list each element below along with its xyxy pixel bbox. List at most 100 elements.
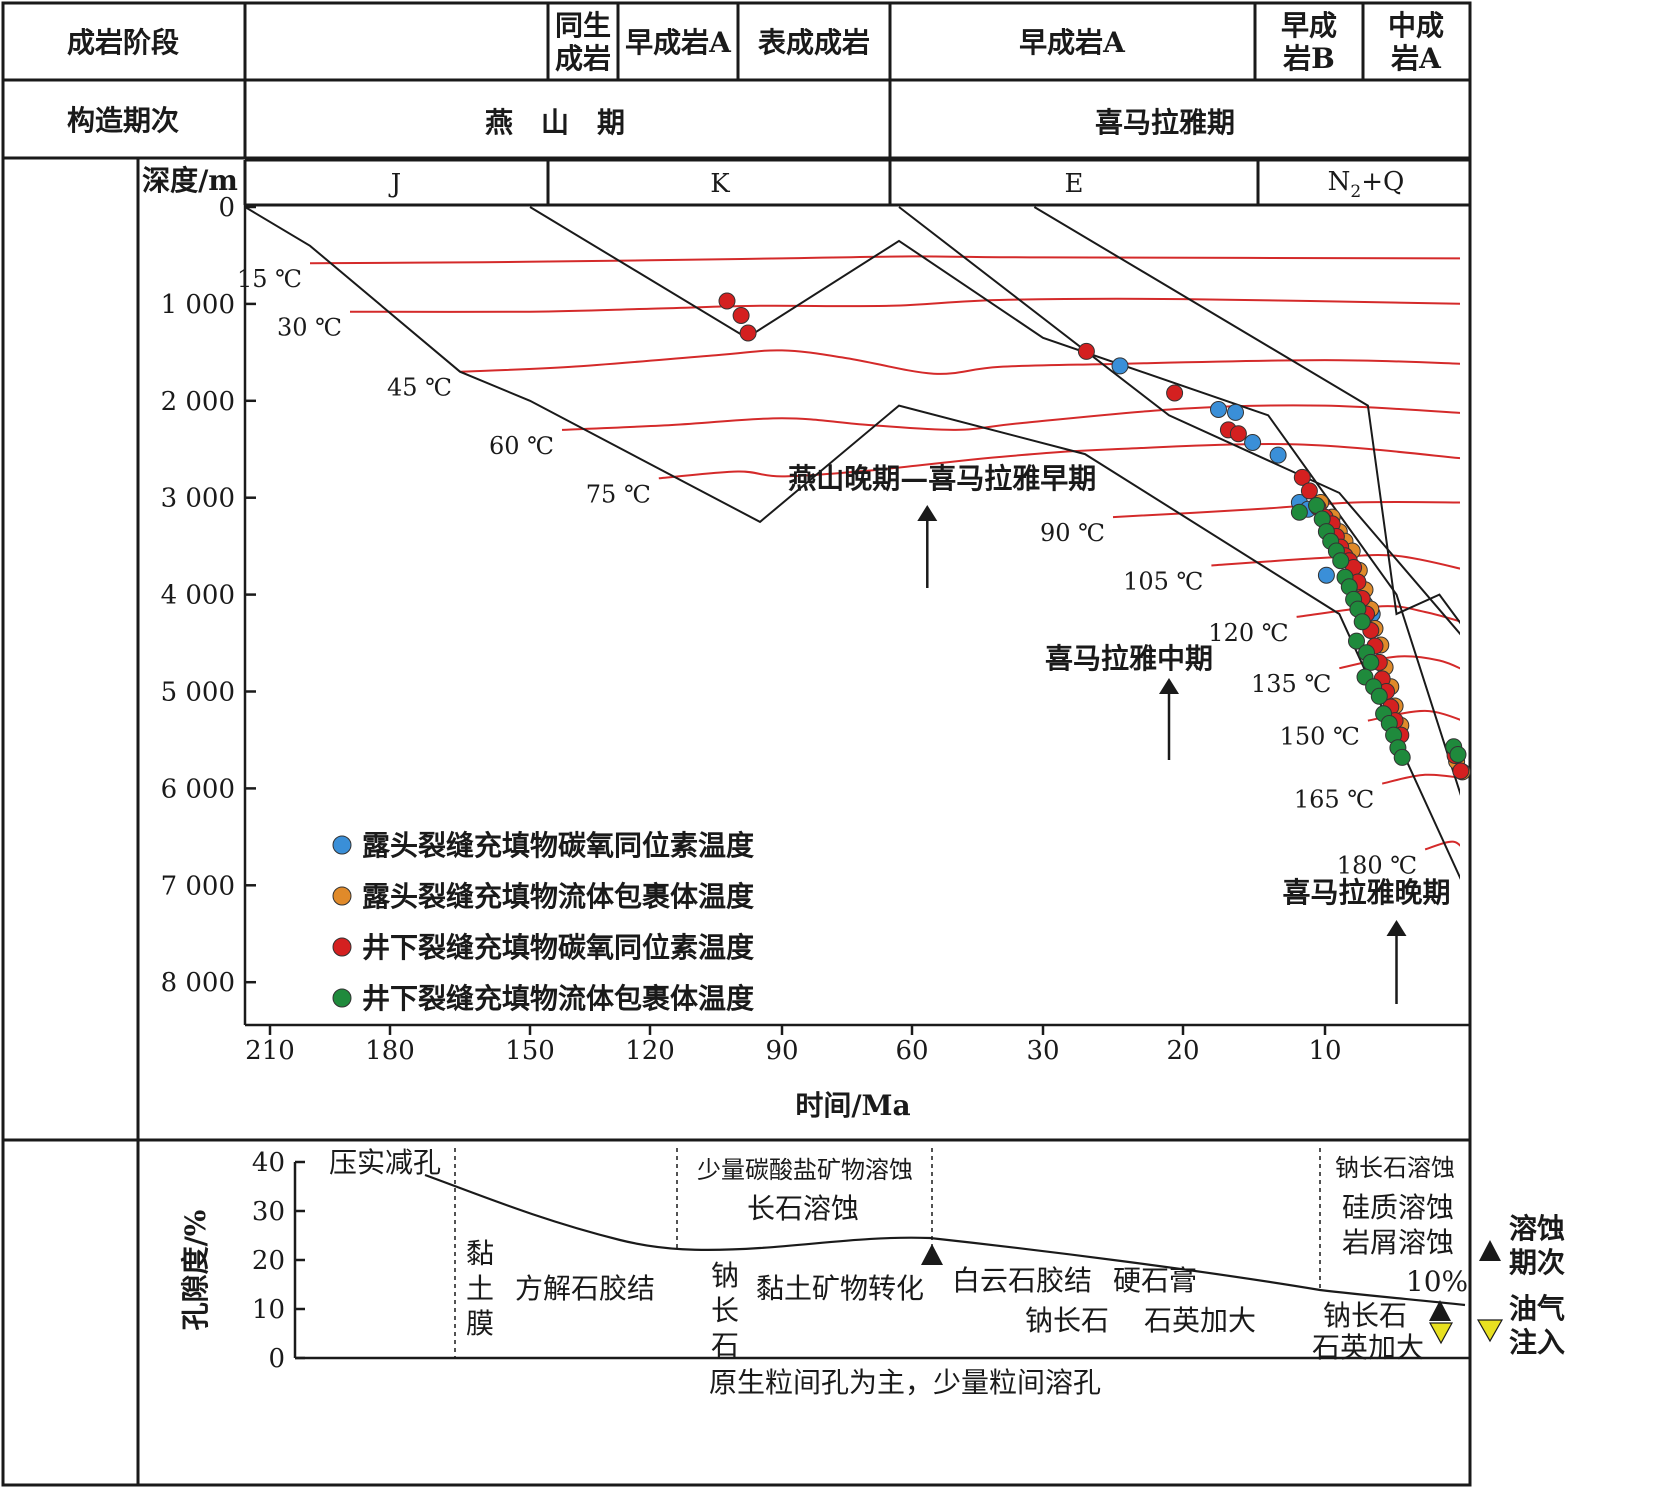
data-point — [1452, 762, 1470, 780]
label-albite-1: 钠长石 — [711, 1259, 739, 1362]
porosity-dividers — [454, 1148, 1321, 1358]
isotherm-label: 30 ℃ — [277, 314, 342, 342]
x-tick-label: 20 — [1166, 1036, 1199, 1066]
data-point — [718, 292, 736, 310]
data-point — [1317, 566, 1335, 584]
x-tick-label: 210 — [245, 1036, 295, 1066]
legend-marker — [332, 886, 352, 906]
period-yanshan: 燕 山 期 — [485, 106, 625, 139]
isotherm-label: 45 ℃ — [387, 374, 452, 402]
y-tick-label: 1 000 — [161, 290, 235, 320]
legend-dissolution-label: 溶蚀期次 — [1509, 1212, 1565, 1279]
x-axis-ticks: 210 180 150 120 90 60 30 20 10 — [245, 1025, 1342, 1066]
isotherm-label: 165 ℃ — [1294, 786, 1374, 814]
data-point — [1449, 746, 1467, 763]
x-tick-label: 150 — [505, 1036, 555, 1066]
label-anhydrite: 硬石膏 — [1113, 1264, 1197, 1297]
label-clay-film: 黏土膜 — [466, 1237, 494, 1340]
isotherm-label: 120 ℃ — [1208, 619, 1288, 647]
data-point — [1227, 403, 1244, 421]
data-point — [732, 307, 750, 324]
stratum-n2q: N2+Q — [1328, 167, 1405, 202]
row2-label: 构造期次 — [67, 104, 179, 137]
isotherm-label: 90 ℃ — [1040, 519, 1105, 547]
porosity-axes — [293, 1162, 1470, 1360]
data-point — [1370, 687, 1388, 705]
porosity-tick-label: 10 — [252, 1295, 285, 1325]
isotherm-line — [309, 255, 1460, 265]
stratum-k: K — [710, 169, 730, 199]
charging-marker — [1428, 1322, 1454, 1345]
legend-label: 井下裂缝充填物流体包裹体温度 — [362, 982, 754, 1015]
y-axis-ticks: 0 1 000 2 000 3 000 4 000 5 000 6 000 7 000 8 00… — [161, 193, 256, 998]
stage-syndiagenesis: 同生成岩 — [555, 9, 611, 75]
y-tick-label: 6 000 — [161, 774, 235, 804]
isotherm-label: 135 ℃ — [1251, 670, 1331, 698]
isotherm-lines — [309, 255, 1460, 851]
header-grid — [1, 1, 1472, 1487]
data-point — [1290, 503, 1308, 521]
y-tick-label: 5 000 — [161, 678, 235, 708]
burial-curve — [1033, 206, 1460, 625]
data-point — [1293, 468, 1311, 486]
x-tick-label: 10 — [1308, 1036, 1341, 1066]
isotherm-line — [1424, 840, 1460, 851]
data-point — [739, 324, 757, 342]
legend-marker — [332, 835, 352, 855]
label-compaction: 压实减孔 — [329, 1146, 441, 1179]
legend-label: 井下裂缝充填物碳氧同位素温度 — [362, 931, 754, 964]
isotherm-label: 150 ℃ — [1280, 723, 1360, 751]
chart-legend: 露头裂缝充填物碳氧同位素温度露头裂缝充填物流体包裹体温度井下裂缝充填物碳氧同位素… — [332, 829, 754, 1015]
stratum-j: J — [388, 169, 401, 199]
event-label: 喜马拉雅晚期 — [1282, 876, 1450, 909]
label-albite-dissolution: 钠长石溶蚀 — [1335, 1154, 1455, 1182]
period-himalayan: 喜马拉雅期 — [1095, 106, 1235, 139]
isotherm-line — [658, 443, 1460, 480]
label-clay-transform: 黏土矿物转化 — [756, 1272, 924, 1305]
x-tick-label: 60 — [895, 1036, 928, 1066]
label-10-percent: 10% — [1406, 1265, 1468, 1298]
legend-label: 露头裂缝充填物流体包裹体温度 — [362, 880, 754, 913]
y-tick-label: 3 000 — [161, 484, 235, 514]
legend-dissolution-icon — [1479, 1240, 1501, 1261]
data-point — [1166, 384, 1184, 402]
x-axis-label: 时间/Ma — [795, 1089, 910, 1122]
row1-label: 成岩阶段 — [67, 26, 179, 59]
plot-axes — [243, 205, 1470, 1027]
label-dolomite-cement: 白云石胶结 — [952, 1264, 1092, 1297]
data-point — [1244, 434, 1262, 451]
isotherm-label: 75 ℃ — [586, 480, 651, 508]
label-carbonate-dissolution: 少量碳酸盐矿物溶蚀 — [697, 1156, 913, 1184]
stage-early-a-2: 早成岩A — [1019, 26, 1126, 59]
data-point — [1393, 748, 1411, 766]
isotherm-label: 15 ℃ — [237, 265, 302, 293]
porosity-y-label: 孔隙度/% — [179, 1210, 212, 1331]
stage-early-a-1: 早成岩A — [625, 26, 732, 59]
data-points — [718, 292, 1471, 781]
isotherm-line — [1296, 605, 1460, 623]
data-point — [1111, 357, 1129, 375]
porosity-tick-label: 30 — [252, 1197, 285, 1227]
legend-marker — [332, 937, 352, 957]
event-label: 喜马拉雅中期 — [1045, 642, 1213, 675]
event-label: 燕山晚期—喜马拉雅早期 — [788, 462, 1096, 495]
porosity-tick-label: 20 — [252, 1246, 285, 1276]
legend-marker — [332, 988, 352, 1008]
y-axis-label: 深度/m — [142, 164, 238, 197]
isotherm-line — [459, 349, 1460, 375]
isotherm-line — [349, 297, 1460, 313]
data-point — [1210, 401, 1227, 418]
data-point — [1300, 482, 1318, 500]
x-tick-label: 180 — [365, 1036, 415, 1066]
burial-curve — [898, 206, 1460, 636]
y-tick-label: 8 000 — [161, 968, 235, 998]
data-point — [1077, 342, 1095, 360]
y-tick-label: 0 — [218, 193, 235, 223]
event-arrow-head — [1386, 920, 1407, 936]
dissolution-marker-1 — [921, 1244, 943, 1265]
y-tick-label: 4 000 — [161, 581, 235, 611]
porosity-y-ticks: 0 10 20 30 40 — [252, 1148, 305, 1374]
